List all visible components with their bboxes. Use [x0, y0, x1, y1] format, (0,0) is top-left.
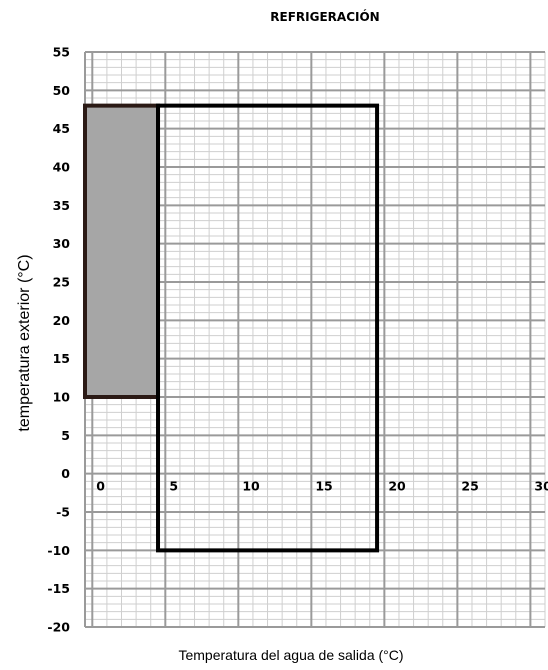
regions	[83, 103, 380, 553]
x-tick-label: 25	[461, 479, 478, 494]
x-tick-label: 15	[315, 479, 332, 494]
y-tick-label: -20	[47, 620, 70, 635]
y-axis-label: temperatura exterior (°C)	[16, 254, 33, 431]
y-tick-label: -10	[47, 543, 70, 558]
x-tick-label: 5	[169, 479, 178, 494]
y-tick-label: 40	[53, 160, 71, 175]
shaded-region	[83, 103, 161, 399]
y-tick-label: 20	[53, 313, 71, 328]
x-tick-label: 20	[388, 479, 406, 494]
x-tick-label: 10	[242, 479, 260, 494]
y-tick-label: -15	[47, 581, 70, 596]
x-tick-labels: 0 5 10 15 20 25 30	[96, 479, 548, 494]
y-tick-label: 15	[53, 351, 70, 366]
y-tick-label: 45	[53, 121, 70, 136]
y-tick-label: 25	[53, 275, 70, 290]
y-tick-label: -5	[56, 505, 70, 520]
y-tick-label: 5	[61, 428, 70, 443]
y-tick-label: 10	[53, 390, 71, 405]
y-tick-label: 30	[53, 236, 71, 251]
outline-region	[156, 103, 380, 553]
y-tick-label: 55	[53, 45, 70, 60]
x-tick-label: 0	[96, 479, 105, 494]
y-tick-label: 50	[53, 83, 71, 98]
y-tick-label: 35	[53, 198, 70, 213]
grid-minor	[85, 52, 546, 627]
y-tick-label: 0	[61, 466, 70, 481]
chart-title: REFRIGERACIÓN	[270, 9, 379, 24]
x-axis-label: Temperatura del agua de salida (°C)	[178, 647, 403, 663]
x-tick-label: 30	[534, 479, 548, 494]
